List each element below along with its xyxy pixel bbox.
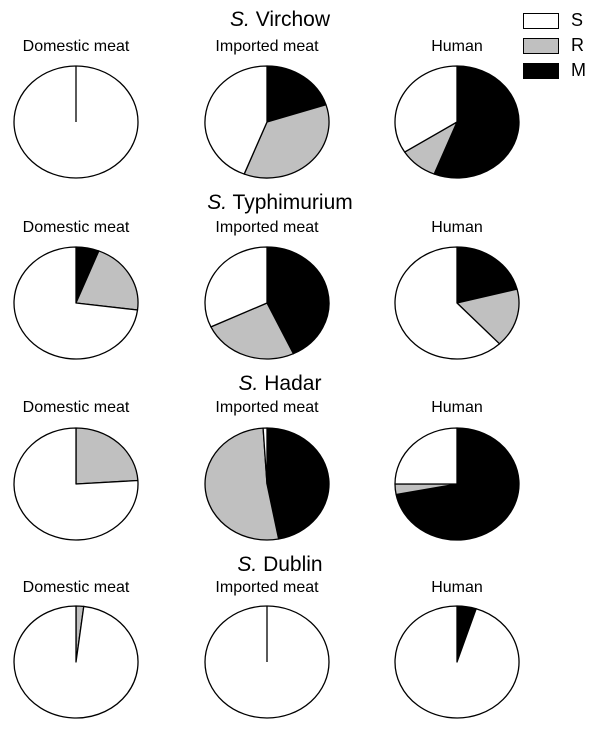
pie-slice-s bbox=[262, 427, 268, 485]
row-title-name: Dublin bbox=[263, 553, 323, 576]
pie-slice-m bbox=[266, 427, 330, 540]
legend-item-s: S bbox=[523, 10, 600, 32]
pie-label: Domestic meat bbox=[22, 399, 130, 416]
pie-chart bbox=[204, 246, 330, 360]
pie-chart bbox=[13, 427, 139, 541]
pie-slice-s bbox=[13, 427, 139, 541]
pie-slice-s bbox=[394, 605, 520, 719]
pie-chart bbox=[394, 605, 520, 719]
row-title-prefix: S. bbox=[207, 191, 228, 214]
pie-slice-s bbox=[394, 427, 458, 485]
pie-slice-r bbox=[243, 104, 330, 179]
row-title-typhimurium: S. Typhimurium bbox=[0, 191, 560, 215]
pie-chart bbox=[13, 605, 139, 719]
pie-label: Imported meat bbox=[215, 219, 319, 236]
row-title-name: Virchow bbox=[255, 8, 330, 31]
pie-chart bbox=[394, 65, 520, 179]
legend-label: R bbox=[571, 35, 584, 55]
pie-label: Human bbox=[431, 399, 483, 416]
pie-chart bbox=[204, 605, 330, 719]
pie-label: Domestic meat bbox=[22, 38, 130, 55]
pie-slice-r bbox=[75, 427, 139, 485]
pie-label: Human bbox=[431, 38, 483, 55]
pie-slice-s bbox=[13, 605, 139, 719]
pie-chart bbox=[394, 246, 520, 360]
legend-item-r: R bbox=[523, 35, 600, 57]
pie-slice-m bbox=[433, 65, 520, 179]
legend-item-m: M bbox=[523, 60, 600, 82]
pie-chart bbox=[204, 427, 330, 541]
pie-chart bbox=[13, 65, 139, 179]
pie-slice-r bbox=[204, 427, 280, 541]
pie-label: Human bbox=[431, 219, 483, 236]
legend-label: S bbox=[571, 10, 584, 30]
pie-slice-m bbox=[456, 246, 518, 304]
pie-chart bbox=[204, 65, 330, 179]
row-title-dublin: S. Dublin bbox=[0, 553, 560, 577]
legend-swatch bbox=[523, 38, 559, 54]
legend-label: M bbox=[571, 60, 586, 80]
pie-slice-s bbox=[394, 246, 501, 360]
pie-label: Imported meat bbox=[215, 579, 319, 596]
pie-chart bbox=[394, 427, 520, 541]
row-title-name: Typhimurium bbox=[232, 191, 353, 214]
row-title-virchow: S. Virchow bbox=[0, 8, 560, 32]
pie-slice-r bbox=[75, 250, 139, 311]
pie-label: Imported meat bbox=[215, 399, 319, 416]
pie-slice-m bbox=[266, 65, 327, 123]
pie-slice-s bbox=[394, 65, 458, 153]
legend-swatch bbox=[523, 63, 559, 79]
row-title-prefix: S. bbox=[230, 8, 250, 31]
pie-label: Domestic meat bbox=[22, 579, 130, 596]
pie-slice-r bbox=[456, 288, 520, 345]
row-title-prefix: S. bbox=[238, 372, 259, 395]
row-title-hadar: S. Hadar bbox=[0, 372, 560, 396]
pie-label: Imported meat bbox=[215, 38, 319, 55]
pie-label: Human bbox=[431, 579, 483, 596]
pie-slice-m bbox=[266, 246, 330, 355]
pie-chart bbox=[13, 246, 139, 360]
pie-slice-s bbox=[204, 65, 268, 175]
pie-slice-r bbox=[210, 302, 295, 360]
pie-slice-s bbox=[13, 246, 139, 360]
legend-swatch bbox=[523, 13, 559, 29]
row-title-name: Hadar bbox=[264, 372, 322, 395]
pie-label: Domestic meat bbox=[22, 219, 130, 236]
pie-slice-s bbox=[204, 246, 268, 328]
row-title-prefix: S. bbox=[237, 553, 258, 576]
